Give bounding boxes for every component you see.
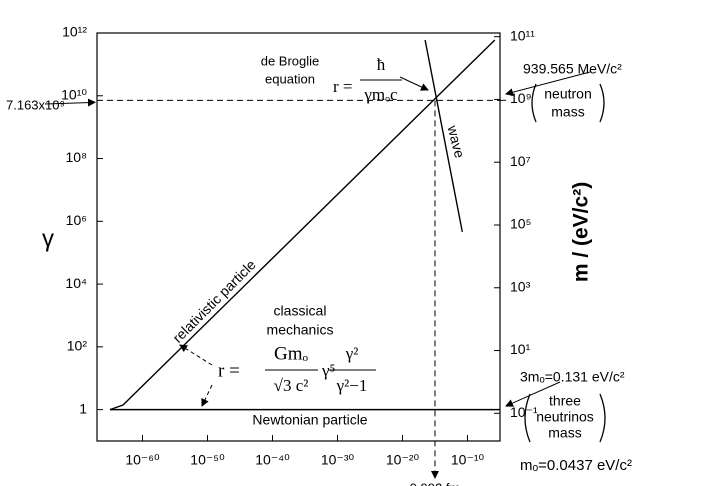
y-tick-label: 10⁸ bbox=[66, 149, 88, 165]
reference-label: 7.163x10⁹ bbox=[6, 97, 65, 112]
x-tick-label: 10⁻²⁰ bbox=[386, 452, 420, 468]
arrow bbox=[505, 381, 561, 407]
arrow bbox=[399, 76, 429, 91]
annotation: r = bbox=[218, 360, 240, 381]
annotation: mechanics bbox=[267, 322, 334, 338]
arrow bbox=[201, 384, 213, 407]
series-line bbox=[424, 39, 464, 233]
x-tick-label: 10⁻⁵⁰ bbox=[190, 452, 225, 468]
annotation: √3 c² bbox=[274, 376, 309, 395]
annotation: Gmₒ bbox=[274, 343, 309, 364]
reference-label: 0.992 fm bbox=[410, 480, 461, 486]
arrow bbox=[44, 98, 96, 107]
annotation: γ²−1 bbox=[336, 376, 368, 395]
y-tick-label: 10¹⁰ bbox=[61, 86, 87, 102]
annotation: three bbox=[549, 393, 581, 409]
annotation: mₒ=0.0437 eV/c² bbox=[520, 457, 632, 474]
annotation: neutrinos bbox=[536, 409, 594, 425]
y2-tick-label: 10⁻¹ bbox=[510, 404, 538, 420]
y2-axis-label: m / (eV/c²) bbox=[570, 182, 593, 282]
y-tick-label: 10² bbox=[67, 338, 88, 354]
plot-frame bbox=[96, 32, 501, 442]
annotation: mass bbox=[548, 425, 581, 441]
arrow bbox=[505, 71, 591, 97]
y-tick-label: 1 bbox=[79, 400, 87, 416]
series-label: Newtonian particle bbox=[252, 412, 367, 428]
y2-tick-label: 10¹¹ bbox=[510, 27, 535, 43]
y2-tick-label: 10¹ bbox=[510, 341, 531, 357]
y2-marker-label: 939.565 MeV/c² bbox=[523, 61, 622, 77]
parenthesis bbox=[524, 393, 606, 443]
annotation: γ² bbox=[345, 344, 359, 363]
annotation: neutron bbox=[544, 86, 591, 102]
arrow bbox=[179, 344, 213, 366]
y2-tick-label: 10⁹ bbox=[510, 90, 532, 106]
x-tick-label: 10⁻⁴⁰ bbox=[255, 452, 290, 468]
y2-tick-label: 10⁷ bbox=[510, 153, 531, 169]
annotation: 3mₒ=0.131 eV/c² bbox=[520, 369, 625, 385]
annotation: r = bbox=[333, 77, 353, 96]
y2-tick-label: 10⁵ bbox=[510, 216, 531, 232]
x-tick-label: 10⁻³⁰ bbox=[321, 452, 355, 468]
series-line bbox=[109, 39, 496, 411]
y-tick-label: 10⁴ bbox=[65, 275, 87, 291]
annotation: de Broglie bbox=[261, 53, 320, 68]
annotation: γ⁵ bbox=[321, 361, 336, 380]
parenthesis bbox=[531, 83, 605, 123]
series-label: wave bbox=[444, 123, 468, 160]
x-tick-label: 10⁻⁶⁰ bbox=[125, 452, 160, 468]
annotation: γmₒc bbox=[363, 85, 398, 104]
y2-tick-label: 10³ bbox=[510, 278, 531, 294]
series-label: relativistic particle bbox=[169, 256, 259, 346]
annotation: mass bbox=[551, 104, 584, 120]
annotation: ħ bbox=[377, 55, 386, 74]
annotation: classical bbox=[274, 303, 327, 319]
x-tick-label: 10⁻¹⁰ bbox=[451, 452, 485, 468]
y-axis-label: γ bbox=[42, 225, 54, 252]
y-tick-label: 10¹² bbox=[62, 24, 87, 40]
y-tick-label: 10⁶ bbox=[66, 212, 87, 228]
annotation: equation bbox=[265, 71, 315, 86]
